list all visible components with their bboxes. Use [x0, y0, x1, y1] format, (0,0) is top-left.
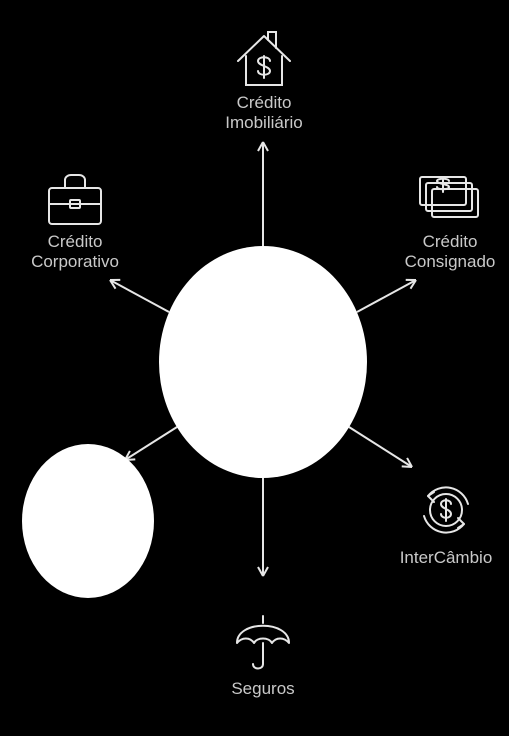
arrow-lower_left: [122, 427, 177, 464]
house-dollar-icon: [238, 32, 290, 85]
label-credito_imobiliario-l1: Crédito: [237, 93, 292, 112]
briefcase-icon: [49, 175, 101, 224]
hub-ellipse: [159, 246, 367, 478]
label-credito_consignado-l1: Crédito: [423, 232, 478, 251]
umbrella-icon: [237, 616, 289, 669]
arrow-upper_right: [357, 276, 418, 312]
label-intercambio-l1: InterCâmbio: [400, 548, 493, 567]
secondary-ellipse: [22, 444, 154, 598]
label-credito_consignado-l2: Consignado: [405, 252, 496, 271]
label-credito_corporativo-l1: Crédito: [48, 232, 103, 251]
arrow-upper_left: [108, 276, 169, 312]
arrow-bottom: [258, 478, 268, 576]
arrow-top: [258, 142, 268, 246]
label-credito_imobiliario-l2: Imobiliário: [225, 113, 302, 132]
arrow-lower_right: [349, 427, 415, 471]
label-credito_corporativo-l2: Corporativo: [31, 252, 119, 271]
label-seguros-l1: Seguros: [231, 679, 294, 698]
currency-loop-icon: [424, 487, 468, 532]
cash-stack-icon: [420, 177, 478, 217]
